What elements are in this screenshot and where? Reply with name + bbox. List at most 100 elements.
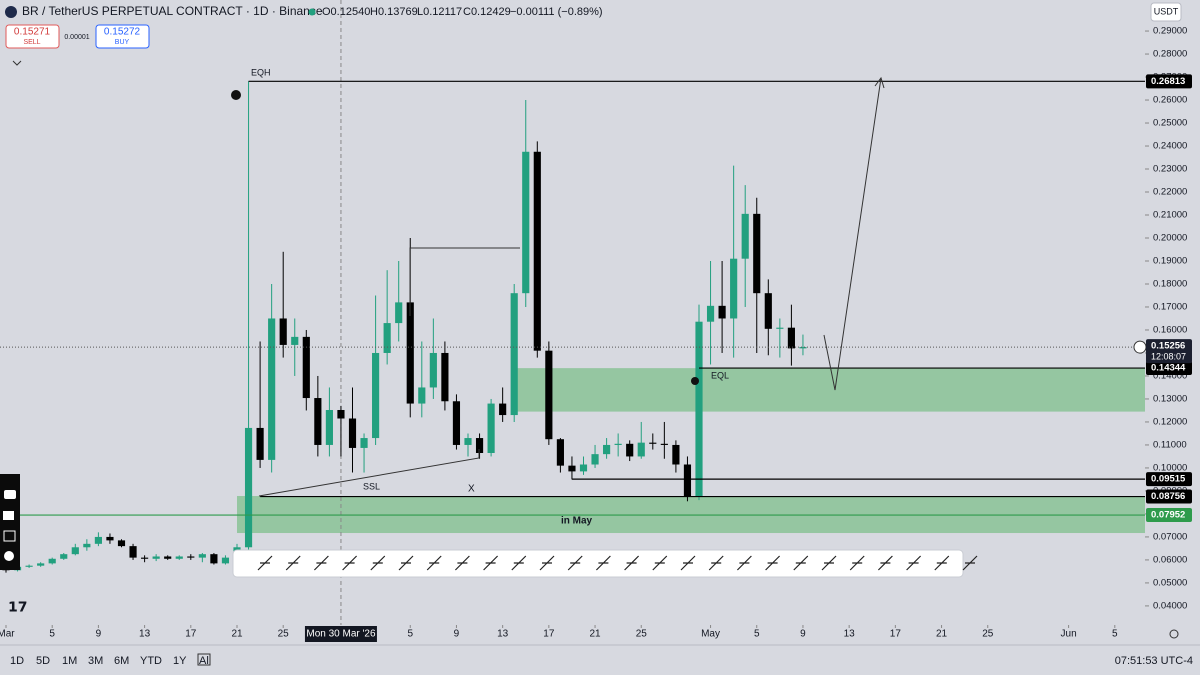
zone xyxy=(514,368,1145,412)
range-button[interactable]: 6M xyxy=(114,655,129,667)
tool-icon[interactable] xyxy=(511,555,527,571)
currency-box[interactable] xyxy=(1150,2,1182,22)
last-price-box xyxy=(1146,339,1192,364)
tool-icon[interactable] xyxy=(906,555,922,571)
candle-body xyxy=(48,558,56,564)
tool-icon[interactable] xyxy=(708,555,724,571)
range-buttons: 1D 5D 1M 3M 6M YTD 1Y All xyxy=(10,655,211,667)
tool-icon[interactable] xyxy=(426,555,442,571)
countdown: 12:08:07 xyxy=(1151,351,1186,361)
range-line xyxy=(409,247,520,316)
y-tick-label: 0.13000 xyxy=(1153,393,1187,404)
arrow-head xyxy=(874,76,885,89)
y-tick-label: 0.18000 xyxy=(1153,279,1187,290)
y-tick-label: 0.17000 xyxy=(1153,301,1187,312)
level-label-box xyxy=(1146,74,1192,89)
candle-body xyxy=(94,536,102,544)
candle-body xyxy=(730,258,738,319)
tool-icon[interactable] xyxy=(652,555,668,571)
collapse-icon[interactable] xyxy=(12,60,22,66)
x-tick-label: 21 xyxy=(589,629,601,640)
tool-icon[interactable] xyxy=(454,555,470,571)
candle-body xyxy=(614,443,622,445)
candle-body xyxy=(198,554,206,558)
sell-price: 0.15271 xyxy=(14,27,51,38)
range-button[interactable]: All xyxy=(199,655,211,667)
tool-icon[interactable] xyxy=(877,555,893,571)
level-label: 0.26813 xyxy=(1151,76,1185,87)
tool-icon[interactable] xyxy=(680,555,696,571)
tool-icon[interactable] xyxy=(849,555,865,571)
tool-icon[interactable] xyxy=(567,555,583,571)
tool-icon[interactable] xyxy=(821,555,837,571)
symbol-title[interactable]: BR / TetherUS PERPETUAL CONTRACT · 1D · … xyxy=(22,4,323,18)
candle-body xyxy=(268,318,276,460)
candle-body xyxy=(452,401,461,445)
settings-icon[interactable] xyxy=(1169,629,1179,639)
calendar-icon[interactable] xyxy=(197,653,211,666)
x-tick-label: Mar xyxy=(0,629,15,640)
annotation: in May xyxy=(561,516,593,527)
candle-body xyxy=(706,305,715,322)
candle-body xyxy=(291,336,299,345)
tool-icon[interactable] xyxy=(595,555,611,571)
buy-button[interactable] xyxy=(95,24,150,49)
candle-body xyxy=(256,427,264,460)
camera-icon[interactable] xyxy=(4,490,16,499)
x-tick-label: 5 xyxy=(1112,629,1118,640)
tool-icon[interactable] xyxy=(934,555,950,571)
candle-body xyxy=(718,305,726,319)
tool-icon[interactable] xyxy=(483,555,499,571)
price-axis xyxy=(1145,0,1200,645)
sell-button[interactable] xyxy=(5,24,60,49)
range-button[interactable]: YTD xyxy=(140,655,162,667)
tool-icon[interactable] xyxy=(370,555,386,571)
x-tick-label: 25 xyxy=(278,629,290,640)
range-button[interactable]: 5D xyxy=(36,655,50,667)
range-button[interactable]: 1Y xyxy=(173,655,187,667)
range-button[interactable]: 1D xyxy=(10,655,24,667)
candle-body xyxy=(533,151,541,351)
range-button[interactable]: 3M xyxy=(88,655,103,667)
candle-body xyxy=(499,403,507,416)
tool-icon[interactable] xyxy=(285,555,301,571)
buy-price: 0.15272 xyxy=(104,27,141,38)
tool-icon[interactable] xyxy=(313,555,329,571)
y-tick-label: 0.29000 xyxy=(1153,26,1187,37)
candle-body xyxy=(429,352,437,388)
tool-icon[interactable] xyxy=(793,555,809,571)
x-tick-label: 9 xyxy=(96,629,102,640)
tool-icon[interactable] xyxy=(736,555,752,571)
annotation: SSL xyxy=(363,481,380,491)
layers-icon[interactable] xyxy=(3,530,16,542)
range-button[interactable]: 1M xyxy=(62,655,77,667)
tool-icon[interactable] xyxy=(539,555,555,571)
y-tick-label: 0.25000 xyxy=(1153,118,1187,129)
video-icon[interactable] xyxy=(3,511,14,520)
x-tick-label: 9 xyxy=(800,629,806,640)
candle-body xyxy=(799,347,807,349)
tool-icon[interactable] xyxy=(257,555,273,571)
y-tick-label: 0.26000 xyxy=(1153,95,1187,106)
sell-label: SELL xyxy=(23,39,40,46)
tool-icon[interactable] xyxy=(398,555,414,571)
settings-icon[interactable] xyxy=(4,551,14,561)
alarm-icon xyxy=(231,90,241,100)
tool-icon[interactable] xyxy=(962,555,978,571)
candle-body xyxy=(510,293,518,416)
candle-body xyxy=(129,546,137,558)
y-tick-label: 0.19000 xyxy=(1153,256,1187,267)
y-tick-label: 0.22000 xyxy=(1153,187,1187,198)
axes: 0.040000.050000.060000.070000.080000.090… xyxy=(0,26,1192,642)
level-label: 0.14344 xyxy=(1151,363,1186,374)
candle-body xyxy=(60,554,68,559)
x-tick-label: 21 xyxy=(936,629,948,640)
drawings: EQH EQL SSL X in May xyxy=(231,67,885,527)
candle-body xyxy=(764,293,772,329)
candle-body xyxy=(383,323,391,353)
x-tick-label: 13 xyxy=(139,629,151,640)
tool-icon[interactable] xyxy=(765,555,781,571)
tool-icon[interactable] xyxy=(624,555,640,571)
tool-icon[interactable] xyxy=(342,555,358,571)
